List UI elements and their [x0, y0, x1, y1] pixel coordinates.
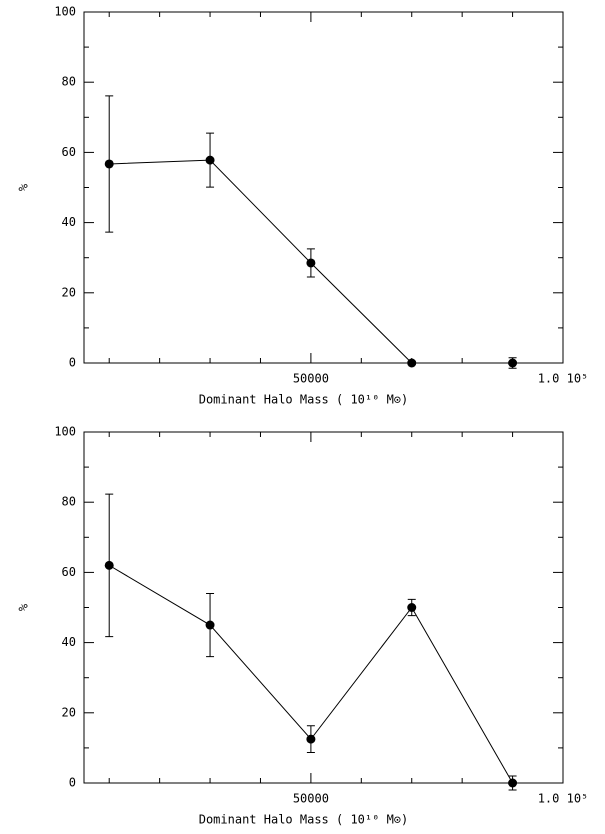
- y-tick-label: 80: [62, 75, 76, 89]
- x-tick-label: 1.0 10⁵: [538, 792, 589, 806]
- data-point: [104, 159, 114, 169]
- data-point: [205, 155, 215, 165]
- y-tick-label: 60: [62, 565, 76, 579]
- x-axis-label: Dominant Halo Mass ( 10¹⁰ M⊙): [199, 813, 409, 827]
- y-tick-label: 80: [62, 495, 76, 509]
- y-tick-label: 40: [62, 635, 76, 649]
- data-point: [306, 258, 316, 268]
- y-tick-label: 20: [62, 705, 76, 719]
- y-axis-label: %: [17, 183, 31, 191]
- data-point: [508, 778, 518, 788]
- x-tick-label: 50000: [293, 372, 329, 386]
- y-tick-label: 60: [62, 145, 76, 159]
- y-tick-label: 100: [54, 425, 76, 439]
- y-tick-label: 0: [69, 776, 76, 790]
- x-tick-label: 50000: [293, 792, 329, 806]
- data-point: [306, 734, 316, 744]
- y-axis-label: %: [17, 603, 31, 611]
- plot-frame: [83, 431, 564, 784]
- y-tick-label: 20: [62, 285, 76, 299]
- data-point: [407, 603, 417, 612]
- y-tick-label: 40: [62, 215, 76, 229]
- data-point: [104, 560, 114, 570]
- data-point: [407, 358, 417, 368]
- data-point: [205, 620, 215, 630]
- x-axis-label: Dominant Halo Mass ( 10¹⁰ M⊙): [199, 393, 409, 407]
- y-tick-label: 0: [69, 356, 76, 370]
- y-tick-label: 100: [54, 5, 76, 19]
- plot-frame: [83, 11, 564, 364]
- data-point: [508, 358, 518, 368]
- x-tick-label: 1.0 10⁵: [538, 372, 589, 386]
